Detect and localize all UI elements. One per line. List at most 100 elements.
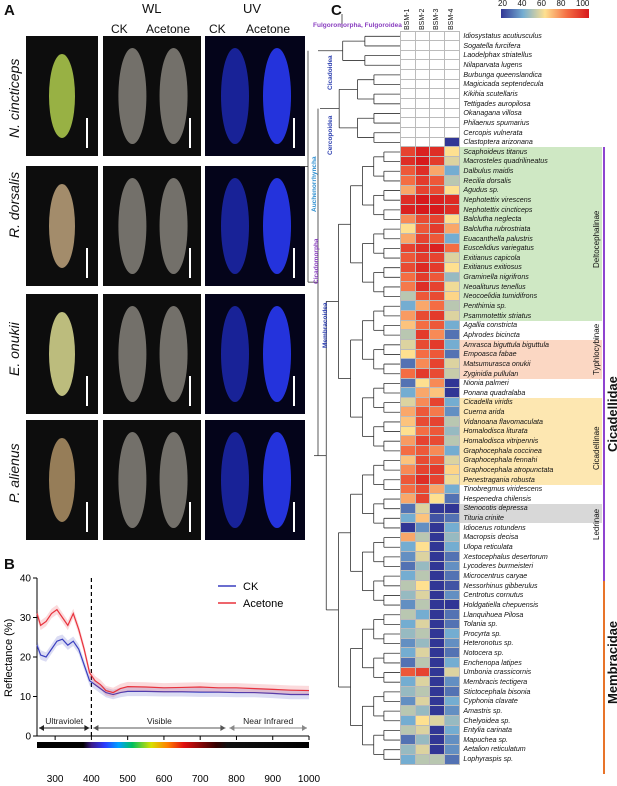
species-label: Agudus sp. (463, 186, 499, 195)
heatmap-cell (429, 117, 446, 129)
y-tick-label: 20 (20, 653, 32, 664)
heatmap-cell (400, 743, 416, 755)
scale-bar (293, 502, 295, 532)
heatmap-cell (443, 637, 460, 649)
scale-bar (189, 502, 191, 532)
heatmap-cell (429, 666, 446, 678)
heatmap-cell (400, 560, 416, 572)
species-label: Exitianus exitiosus (463, 263, 522, 272)
heatmap-cell (429, 338, 446, 351)
heatmap-cell (414, 647, 431, 659)
heatmap-cell (414, 695, 431, 707)
heatmap-cell (400, 261, 416, 273)
heatmap-cell (400, 126, 416, 138)
x-tick-label: 300 (47, 774, 64, 785)
species-label: Stenocotis depressa (463, 504, 528, 513)
subfamily-label-deltocephalinae: Deltocephalinae (592, 210, 601, 268)
heatmap-cell (429, 155, 446, 167)
wl-acetone-header: Acetone (146, 22, 191, 36)
heatmap-cell (429, 252, 446, 264)
species-label: Euscelidius variegatus (463, 244, 534, 253)
heatmap-cell (443, 647, 460, 659)
heatmap-cell (443, 319, 460, 331)
heatmap-cell (400, 136, 416, 148)
heatmap-cell (400, 78, 416, 90)
legend-label: Acetone (243, 598, 283, 610)
wing (263, 432, 291, 528)
species-label: Scaphoideus titanus (463, 147, 528, 156)
heatmap-cell (429, 107, 446, 119)
heatmap-cell (429, 184, 446, 196)
species-label: Llanquihuea Pilosa (463, 610, 524, 619)
heatmap-cell (414, 223, 431, 235)
heatmap-cell (400, 194, 416, 206)
heatmap-cell (429, 348, 446, 360)
heatmap-cell (429, 647, 446, 659)
heatmap-cell (429, 175, 446, 187)
heatmap-cell (429, 126, 446, 138)
clade-label-cercopoidea: Cercopoidea (327, 115, 334, 155)
heatmap-cell (443, 714, 460, 726)
heatmap-cell (443, 126, 460, 138)
heatmap-cell (429, 541, 446, 553)
heatmap-cell (429, 724, 446, 736)
heatmap-cell (443, 88, 460, 100)
heatmap-cell (414, 425, 431, 437)
heatmap-cell (400, 377, 416, 389)
species-label: Cicadella viridis (463, 398, 513, 407)
heatmap-cell (429, 435, 446, 447)
heatmap-cell (400, 271, 416, 283)
legend-label: CK (243, 581, 259, 593)
specimen-photo (205, 36, 305, 156)
heatmap-cell (400, 522, 416, 534)
heatmap-cell (429, 136, 446, 148)
heatmap-cell (414, 753, 431, 765)
specimen-photo (26, 166, 98, 286)
wing (118, 432, 147, 528)
species-label: Okanagana villosa (463, 109, 522, 118)
heatmap-cell (443, 686, 460, 698)
x-tick-label: 1000 (298, 774, 320, 785)
top-clade-label: Fulgoromorpha, Fulgoroidea (313, 22, 402, 29)
scale-bar (189, 376, 191, 406)
species-label: Tolania sp. (463, 620, 498, 629)
heatmap-cell (443, 531, 460, 543)
heatmap-cell (443, 377, 460, 389)
heatmap-cell (443, 570, 460, 582)
specimen-photo (205, 420, 305, 540)
heatmap-cell (443, 49, 460, 61)
heatmap-cell (443, 551, 460, 563)
heatmap-cell (429, 30, 446, 42)
row-label-n-cincticeps: N. cincticeps (6, 58, 22, 138)
heatmap-cell (429, 522, 446, 534)
heatmap-cell (429, 628, 446, 640)
heatmap-cell (443, 416, 460, 428)
heatmap-cell (414, 396, 431, 408)
species-label: Hespenedra chilensis (463, 494, 532, 503)
arrow-head (39, 725, 44, 731)
species-label: Amastris sp. (463, 706, 503, 715)
heatmap-cell (443, 589, 460, 601)
specimen-photo (205, 294, 305, 414)
heatmap-cell (429, 483, 446, 495)
heatmap-cell (429, 406, 446, 418)
heatmap-cell (429, 589, 446, 601)
species-label: Neocoelidia tumidifrons (463, 292, 538, 301)
heatmap-cell (400, 435, 416, 447)
species-label: Idiocerus rotundens (463, 523, 526, 532)
heatmap-cell (400, 30, 416, 42)
heatmap-cell (400, 310, 416, 322)
species-label: Membracis tectigera (463, 677, 528, 686)
heatmap-cell (443, 78, 460, 90)
specimen-photo (103, 294, 201, 414)
heatmap-cell (400, 589, 416, 601)
heatmap-cell (414, 232, 431, 244)
heatmap-cell (443, 300, 460, 312)
heatmap-cell (429, 579, 446, 592)
y-tick-label: 0 (25, 732, 31, 743)
species-label: Graminella nigrifrons (463, 273, 529, 282)
heatmap-cell (414, 49, 431, 61)
heatmap-column-header: BSM-3 (433, 8, 441, 30)
heatmap-cell (429, 560, 446, 572)
x-tick-label: 600 (156, 774, 173, 785)
